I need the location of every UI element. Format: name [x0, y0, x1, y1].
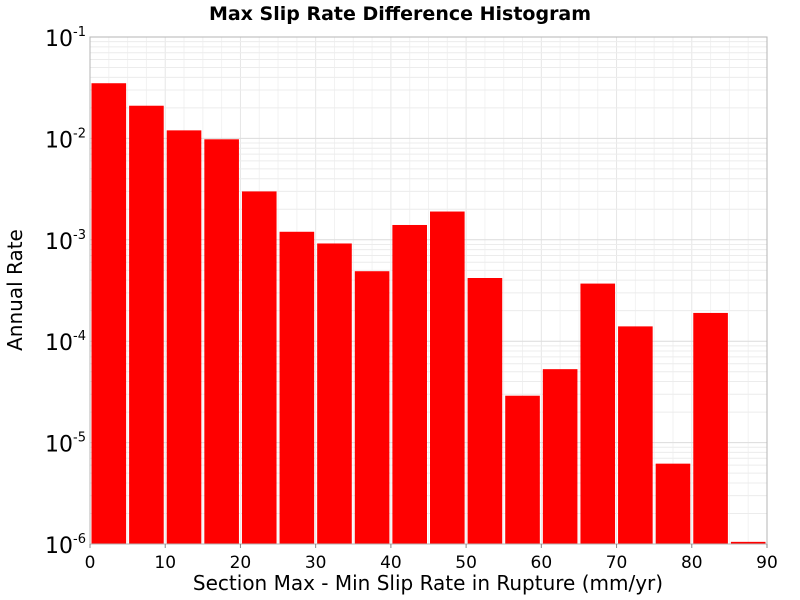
- histogram-bar: [730, 541, 766, 544]
- y-tick-label-exponent: -1: [73, 25, 86, 40]
- y-tick-label-base: 10: [45, 331, 73, 356]
- histogram-bar: [693, 312, 728, 544]
- x-tick-label: 40: [380, 553, 402, 573]
- y-tick-label-base: 10: [45, 433, 73, 458]
- y-tick-label: 10-1: [45, 25, 86, 52]
- histogram-bar: [354, 271, 390, 544]
- y-tick-label: 10-4: [45, 329, 86, 356]
- histogram-bar: [317, 243, 352, 544]
- x-tick-label: 20: [230, 553, 252, 573]
- histogram-bar: [279, 231, 315, 544]
- histogram-bar: [505, 395, 540, 544]
- y-tick-label: 10-6: [45, 532, 86, 559]
- y-tick-label: 10-5: [45, 431, 86, 458]
- histogram-bar: [91, 83, 127, 544]
- histogram-bar: [241, 191, 277, 544]
- y-tick-label-exponent: -3: [73, 228, 86, 243]
- y-tick-label-exponent: -6: [73, 532, 86, 547]
- histogram-bar: [166, 130, 202, 544]
- histogram-bar: [655, 463, 691, 544]
- x-tick-label: 60: [531, 553, 553, 573]
- histogram-bar: [392, 224, 427, 545]
- histogram-bar: [618, 326, 653, 544]
- x-tick-label: 80: [681, 553, 703, 573]
- histogram-bar: [467, 278, 503, 544]
- y-tick-label-base: 10: [45, 230, 73, 255]
- x-tick-label: 30: [305, 553, 327, 573]
- y-tick-label-base: 10: [45, 27, 73, 52]
- histogram-bar: [542, 369, 578, 544]
- y-tick-label: 10-3: [45, 228, 86, 255]
- chart-title: Max Slip Rate Difference Histogram: [209, 3, 591, 25]
- y-axis-ticks: 10-110-210-310-410-510-6: [45, 25, 86, 559]
- x-axis-label: Section Max - Min Slip Rate in Rupture (…: [193, 571, 663, 595]
- histogram-bar: [204, 139, 239, 544]
- x-axis-ticks: 0 10 20 30 40 50 60 70 80 90: [85, 544, 778, 573]
- histogram-bar: [129, 105, 164, 545]
- histogram-bar: [580, 283, 616, 544]
- plot-frame: [89, 36, 768, 545]
- y-tick-label-base: 10: [45, 534, 73, 559]
- x-tick-label: 0: [85, 553, 96, 573]
- y-axis-label: Annual Rate: [3, 229, 27, 351]
- y-tick-label-exponent: -2: [73, 126, 86, 141]
- y-tick-label-exponent: -4: [73, 329, 86, 344]
- histogram-bar: [430, 211, 465, 545]
- x-tick-label: 10: [154, 553, 176, 573]
- x-tick-label: 50: [455, 553, 477, 573]
- y-tick-label: 10-2: [45, 126, 86, 153]
- bars: [91, 83, 766, 545]
- x-tick-label: 70: [606, 553, 628, 573]
- y-tick-label-base: 10: [45, 128, 73, 153]
- x-tick-label: 90: [756, 553, 778, 573]
- y-tick-label-exponent: -5: [73, 431, 86, 446]
